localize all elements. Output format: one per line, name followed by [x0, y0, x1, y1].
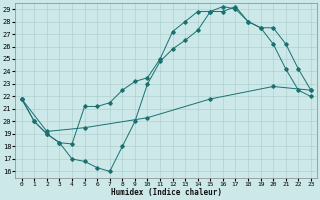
X-axis label: Humidex (Indice chaleur): Humidex (Indice chaleur) [111, 188, 222, 197]
